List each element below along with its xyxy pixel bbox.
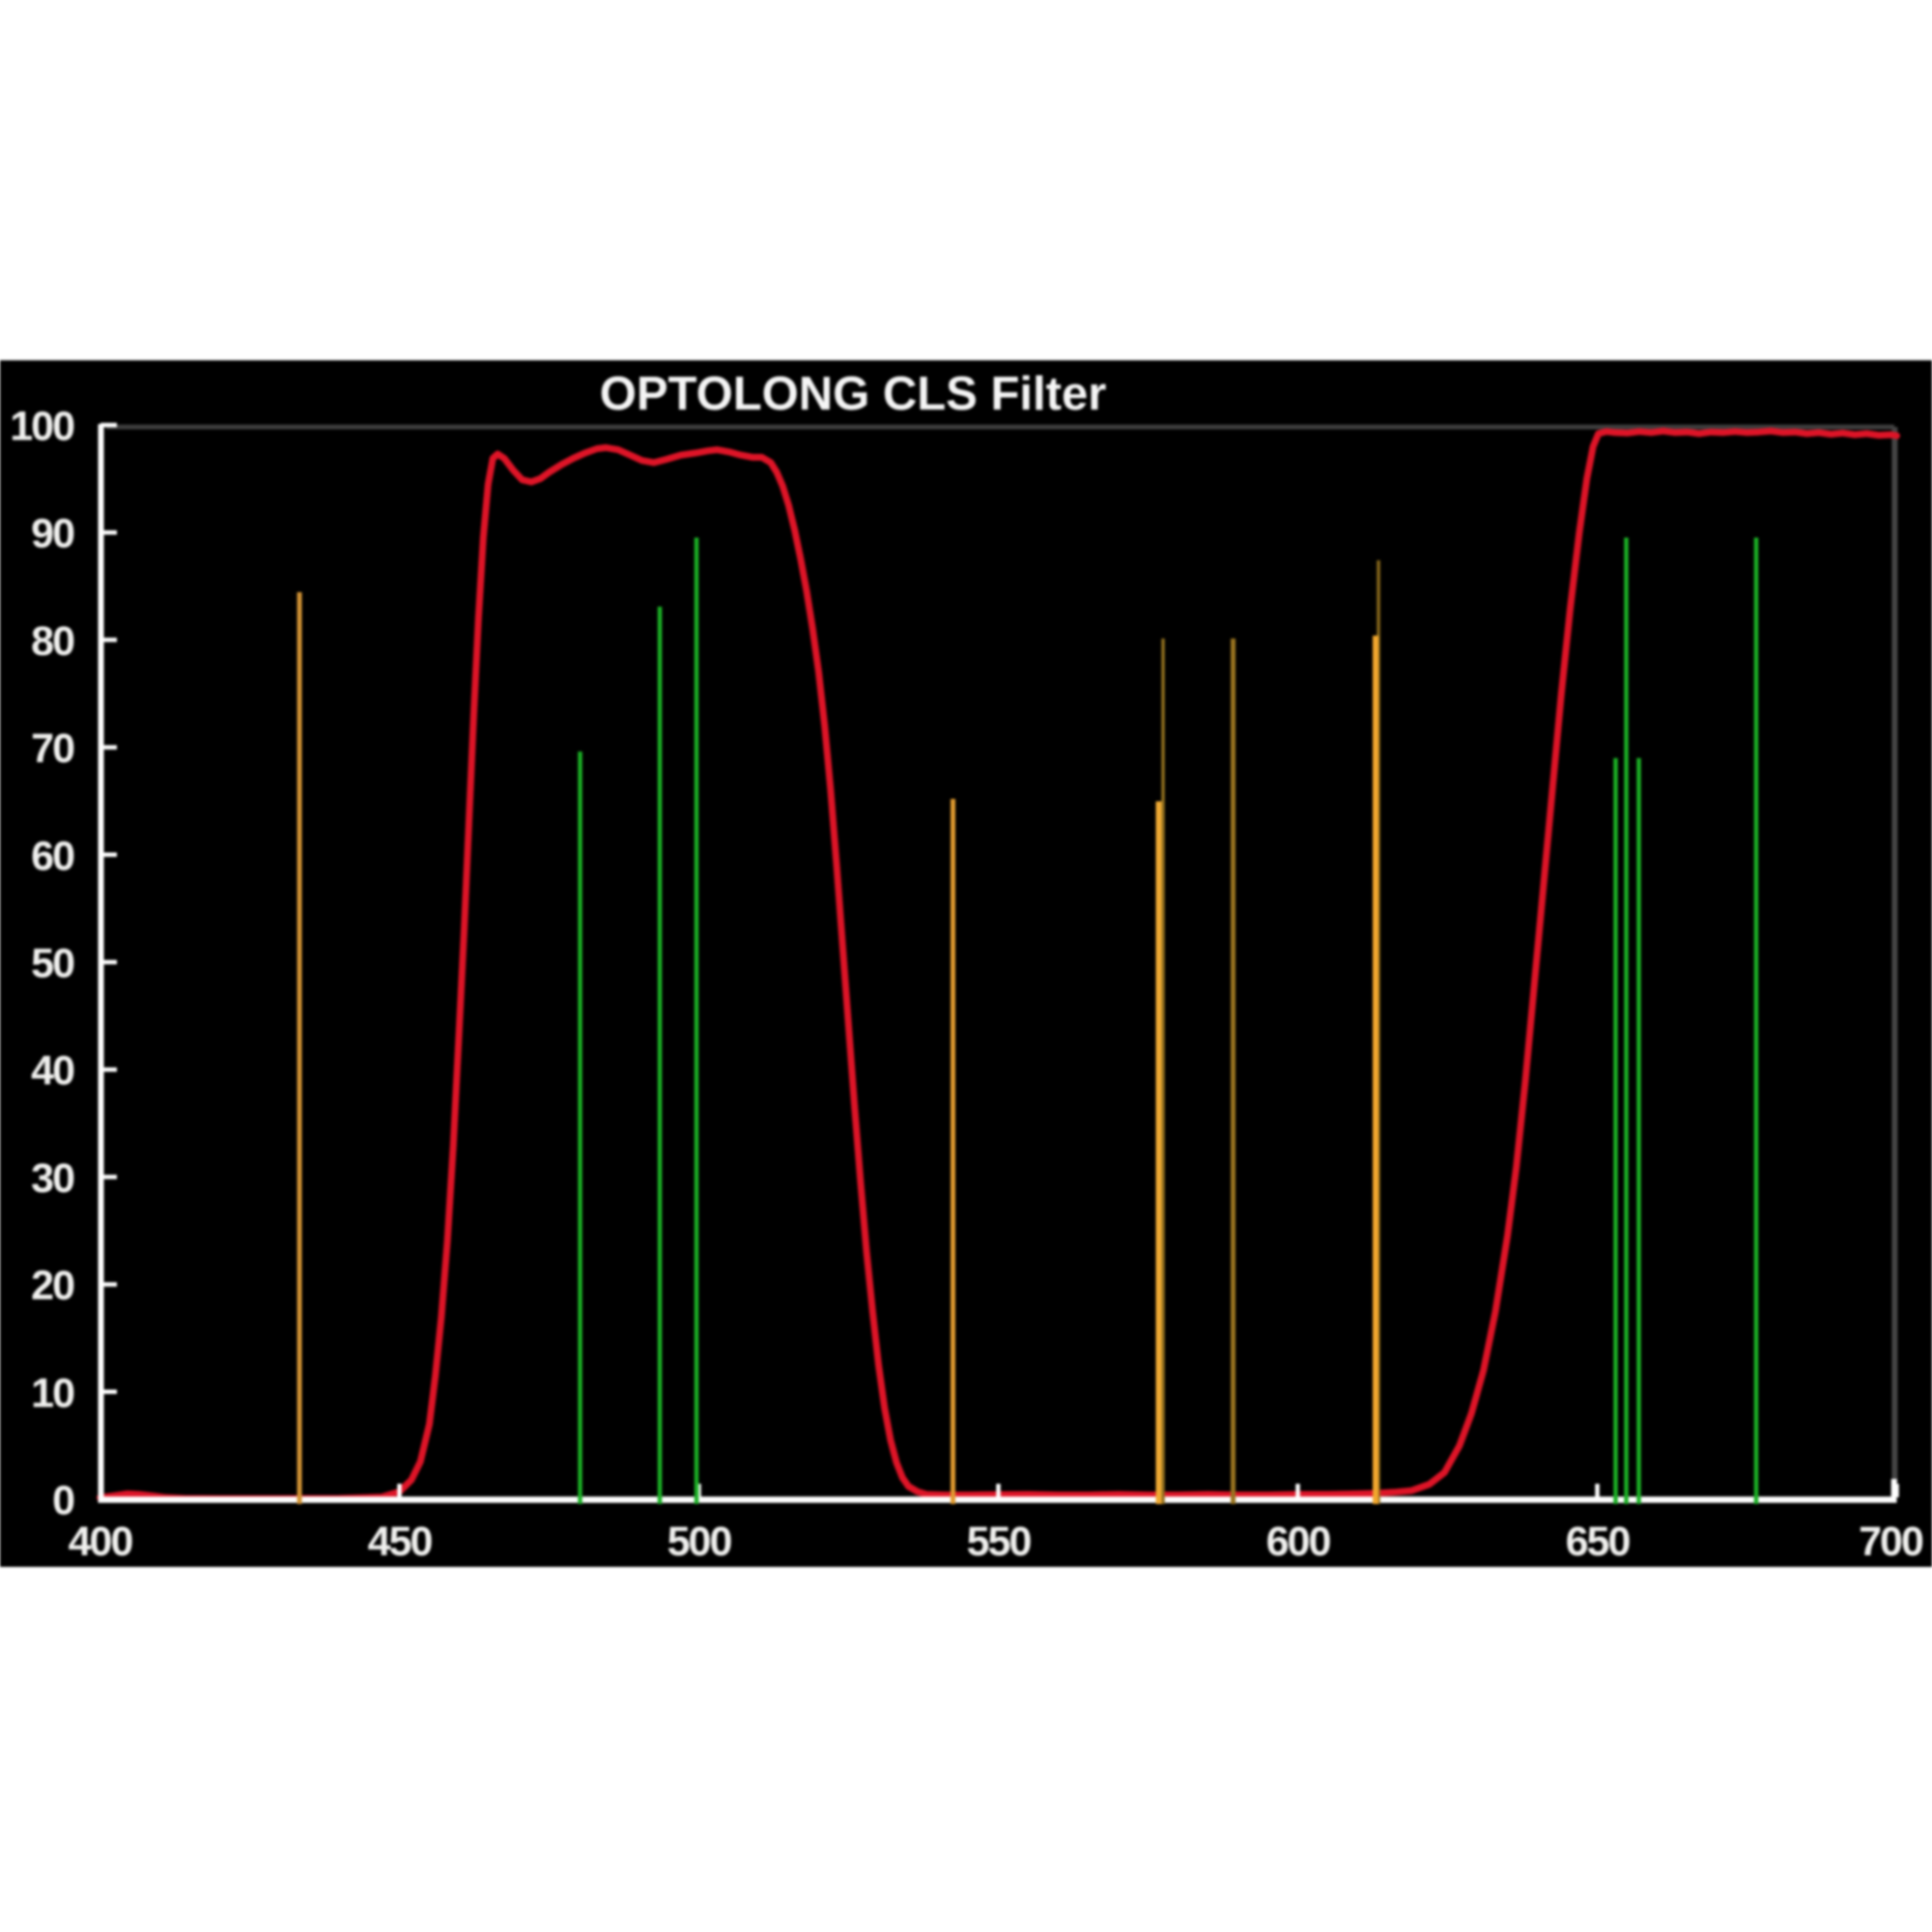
- svg-text:100: 100: [10, 404, 74, 450]
- svg-text:650: 650: [1566, 1519, 1631, 1565]
- svg-text:40: 40: [31, 1048, 74, 1094]
- svg-text:30: 30: [31, 1155, 74, 1202]
- svg-text:60: 60: [31, 833, 74, 879]
- svg-text:70: 70: [31, 725, 74, 772]
- svg-text:0: 0: [52, 1478, 74, 1524]
- svg-text:80: 80: [31, 618, 74, 665]
- svg-text:500: 500: [668, 1519, 732, 1565]
- svg-text:700: 700: [1859, 1519, 1923, 1565]
- svg-text:OPTOLONG CLS Filter: OPTOLONG CLS Filter: [600, 368, 1107, 420]
- svg-text:450: 450: [368, 1519, 433, 1565]
- svg-text:90: 90: [31, 511, 74, 557]
- svg-text:400: 400: [69, 1519, 133, 1565]
- svg-text:550: 550: [967, 1519, 1032, 1565]
- svg-text:600: 600: [1266, 1519, 1331, 1565]
- svg-text:20: 20: [31, 1263, 74, 1309]
- svg-text:50: 50: [31, 941, 74, 987]
- svg-text:10: 10: [31, 1370, 74, 1416]
